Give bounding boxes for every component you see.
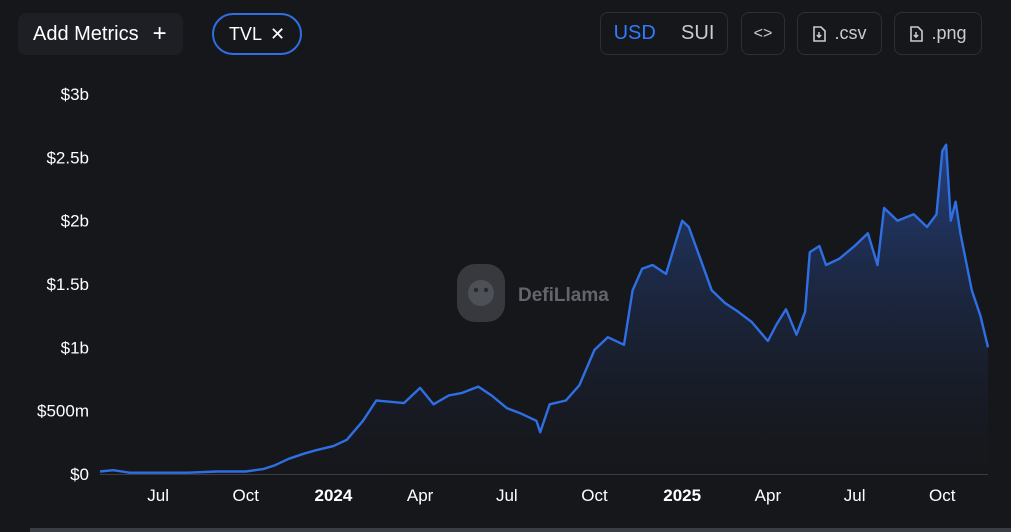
x-tick-label: Jul bbox=[844, 486, 866, 505]
llama-logo-icon bbox=[457, 264, 505, 322]
tvl-series-line bbox=[99, 143, 990, 474]
download-png-button[interactable]: .png bbox=[894, 12, 982, 55]
add-metrics-button[interactable]: Add Metrics + bbox=[18, 13, 183, 55]
x-tick-label: Oct bbox=[929, 486, 956, 505]
tvl-chip-label: TVL bbox=[228, 23, 262, 44]
defillama-watermark: DefiLlama bbox=[457, 264, 609, 322]
x-tick-label: 2024 bbox=[315, 486, 353, 505]
y-tick-label: $3b bbox=[61, 85, 89, 104]
x-tick-label: Apr bbox=[407, 486, 434, 505]
x-tick-label: Jul bbox=[147, 486, 169, 505]
file-download-icon bbox=[910, 25, 924, 42]
watermark-text: DefiLlama bbox=[518, 285, 609, 306]
plus-icon: + bbox=[152, 20, 167, 47]
x-tick-label: Jul bbox=[496, 486, 518, 505]
add-metrics-label: Add Metrics bbox=[33, 22, 139, 45]
x-axis: Jul Oct 2024 Apr Jul Oct 2025 Apr Jul Oct bbox=[100, 474, 988, 505]
tvl-metric-chip[interactable]: TVL ✕ bbox=[212, 13, 302, 55]
tvl-area-fill bbox=[100, 144, 988, 474]
csv-label: .csv bbox=[834, 23, 867, 43]
embed-icon: <> bbox=[753, 24, 773, 42]
close-icon[interactable]: ✕ bbox=[269, 24, 286, 44]
x-tick-label: Oct bbox=[581, 486, 608, 505]
horizontal-scrollbar[interactable] bbox=[30, 528, 1011, 532]
embed-button[interactable]: <> bbox=[741, 12, 785, 55]
y-tick-label: $500m bbox=[37, 402, 89, 421]
png-label: .png bbox=[931, 23, 967, 43]
x-tick-label: 2025 bbox=[663, 486, 701, 505]
x-tick-label: Oct bbox=[233, 486, 260, 505]
y-tick-label: $1.5b bbox=[46, 275, 89, 294]
y-tick-label: $1b bbox=[61, 338, 89, 357]
x-tick-label: Apr bbox=[755, 486, 782, 505]
toolbar: Add Metrics + TVL ✕ USD SUI <> .csv .png bbox=[0, 0, 1011, 64]
tvl-area-chart[interactable]: DefiLlama $0 $500m $1b $1.5b $2b $2.5b $3b Jul… bbox=[0, 64, 1011, 526]
currency-option-usd[interactable]: USD bbox=[613, 22, 656, 44]
currency-option-sui[interactable]: SUI bbox=[681, 22, 715, 44]
y-axis: $0 $500m $1b $1.5b $2b $2.5b $3b bbox=[37, 85, 89, 484]
download-csv-button[interactable]: .csv bbox=[797, 12, 882, 55]
y-tick-label: $0 bbox=[70, 465, 89, 484]
file-download-icon bbox=[813, 25, 827, 42]
currency-toggle: USD SUI bbox=[600, 12, 728, 55]
y-tick-label: $2b bbox=[61, 212, 89, 231]
y-tick-label: $2.5b bbox=[46, 148, 89, 167]
